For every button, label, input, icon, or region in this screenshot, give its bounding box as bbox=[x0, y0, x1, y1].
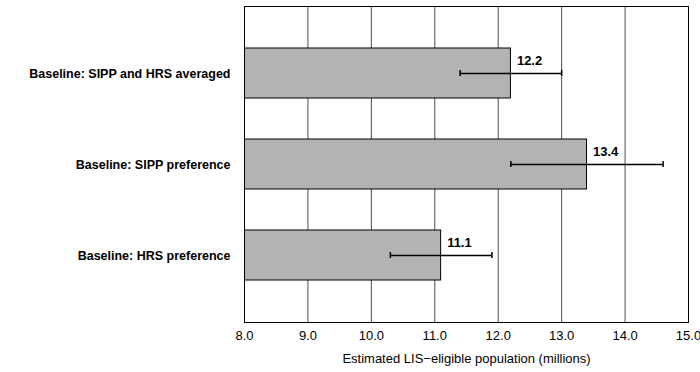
svg-text:13.4: 13.4 bbox=[593, 144, 619, 159]
svg-text:12.2: 12.2 bbox=[517, 53, 542, 68]
svg-text:8.0: 8.0 bbox=[235, 328, 253, 343]
svg-text:Baseline: SIPP preference: Baseline: SIPP preference bbox=[76, 158, 231, 172]
svg-text:12.0: 12.0 bbox=[486, 328, 511, 343]
svg-text:13.0: 13.0 bbox=[549, 328, 574, 343]
svg-text:14.0: 14.0 bbox=[612, 328, 637, 343]
svg-text:10.0: 10.0 bbox=[359, 328, 384, 343]
svg-text:9.0: 9.0 bbox=[299, 328, 317, 343]
svg-text:11.0: 11.0 bbox=[423, 328, 447, 343]
svg-text:Baseline: HRS preference: Baseline: HRS preference bbox=[78, 249, 231, 263]
svg-text:15.0: 15.0 bbox=[676, 328, 700, 343]
svg-text:Baseline: SIPP and HRS average: Baseline: SIPP and HRS averaged bbox=[29, 67, 230, 81]
svg-text:Estimated LIS−eligible populat: Estimated LIS−eligible population (milli… bbox=[342, 351, 590, 366]
svg-text:11.1: 11.1 bbox=[447, 235, 472, 250]
